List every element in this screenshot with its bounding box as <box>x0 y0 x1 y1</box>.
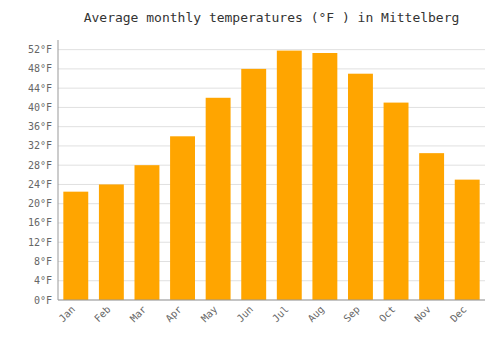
y-tick-label: 32°F <box>28 140 52 151</box>
y-tick-label: 52°F <box>28 44 52 55</box>
x-tick-label: Jan <box>57 304 78 325</box>
x-tick-label: Apr <box>163 304 184 325</box>
x-tick-label: Feb <box>92 304 113 325</box>
bar <box>99 184 124 300</box>
grid-line <box>58 49 485 50</box>
y-tick-label: 8°F <box>34 256 52 267</box>
x-tick-label: Dec <box>448 304 469 325</box>
y-tick-label: 12°F <box>28 237 52 248</box>
x-tick-label: Nov <box>412 304 433 325</box>
bar <box>135 165 160 300</box>
y-tick-label: 16°F <box>28 217 52 228</box>
x-tick-label: Sep <box>341 304 362 325</box>
x-tick-label: May <box>199 304 220 325</box>
y-tick-label: 0°F <box>34 295 52 306</box>
grid-line <box>58 88 485 89</box>
bar <box>384 103 409 300</box>
y-tick-label: 20°F <box>28 198 52 209</box>
y-tick-label: 48°F <box>28 63 52 74</box>
bar <box>455 180 480 300</box>
y-tick-label: 28°F <box>28 160 52 171</box>
bar <box>348 74 373 300</box>
bar <box>277 51 302 300</box>
title: Average monthly temperatures (°F ) in Mi… <box>84 10 460 25</box>
bar <box>63 192 88 300</box>
chart: Average monthly temperatures (°F ) in Mi… <box>0 0 500 350</box>
grid-line <box>58 145 485 146</box>
grid-line <box>58 68 485 69</box>
bar <box>312 53 337 300</box>
grid-line <box>58 126 485 127</box>
y-tick-label: 40°F <box>28 102 52 113</box>
bar <box>206 98 231 300</box>
x-tick-label: Mar <box>128 304 149 325</box>
x-tick-label: Aug <box>306 304 327 325</box>
y-tick-label: 36°F <box>28 121 52 132</box>
x-axis-line <box>58 300 485 301</box>
x-tick-label: Jul <box>270 304 291 325</box>
grid-line <box>58 300 485 301</box>
bar <box>241 69 266 300</box>
grid-line <box>58 107 485 108</box>
bar <box>419 153 444 300</box>
chart-container: Average monthly temperatures (°F ) in Mi… <box>0 0 500 350</box>
x-tick-label: Jun <box>235 304 256 325</box>
x-tick-label: Oct <box>377 304 398 325</box>
y-axis: 0°F 4°F 8°F 12°F 16°F 20°F 24°F 28°F 32°F 36°F 40°… <box>28 44 485 305</box>
bar <box>170 136 195 300</box>
y-tick-label: 44°F <box>28 83 52 94</box>
x-axis: Jan Feb Mar Apr May Jun Jul Aug Sep Oct Nov Dec <box>57 304 469 325</box>
bars <box>63 51 479 300</box>
y-tick-label: 4°F <box>34 275 52 286</box>
y-axis-line <box>58 40 59 300</box>
y-tick-label: 24°F <box>28 179 52 190</box>
